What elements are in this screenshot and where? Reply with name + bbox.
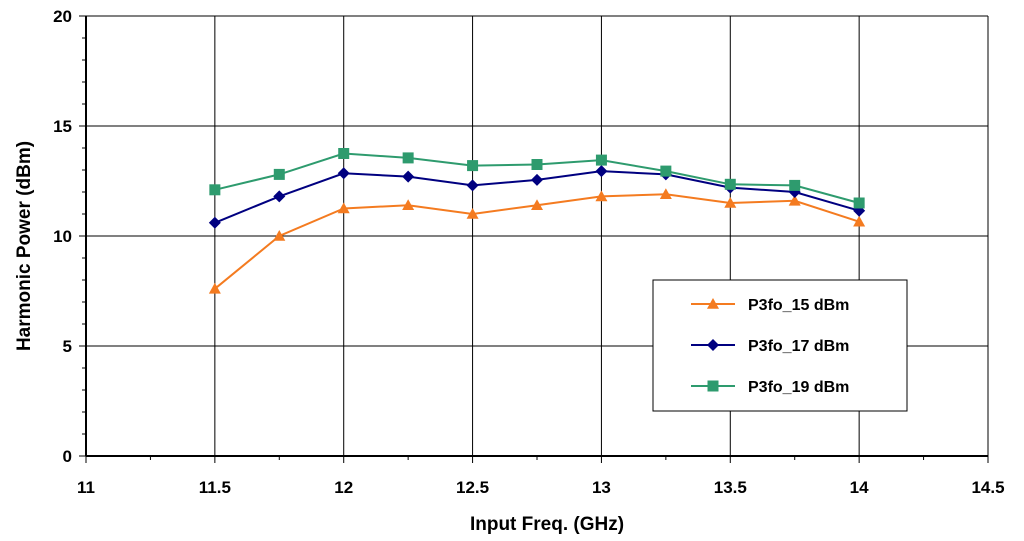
x-tick-label: 12 xyxy=(334,478,353,497)
triangle-marker xyxy=(531,199,543,210)
triangle-marker xyxy=(337,202,350,214)
triangle-marker xyxy=(707,298,719,309)
diamond-marker xyxy=(466,179,479,192)
x-tick-label: 11 xyxy=(77,478,95,497)
x-tick-label: 12.5 xyxy=(456,478,489,497)
x-tick-label: 14.5 xyxy=(971,478,1004,497)
legend-label: P3fo_15 dBm xyxy=(748,297,849,314)
y-tick-label: 0 xyxy=(63,447,72,466)
x-tick-label: 13 xyxy=(592,478,611,497)
triangle-marker xyxy=(208,282,221,294)
square-marker xyxy=(595,154,607,166)
legend-item: P3fo_17 dBm xyxy=(691,338,849,355)
diamond-marker xyxy=(337,167,350,180)
legend-label: P3fo_19 dBm xyxy=(748,379,849,396)
square-marker xyxy=(402,152,414,164)
x-axis-title: Input Freq. (GHz) xyxy=(470,514,624,535)
square-marker xyxy=(273,168,285,180)
y-axis-title: Harmonic Power (dBm) xyxy=(14,141,35,351)
triangle-marker xyxy=(659,188,672,199)
diamond-marker xyxy=(208,216,221,229)
diamond-marker xyxy=(273,190,286,203)
legend-item: P3fo_19 dBm xyxy=(691,379,849,396)
series-3 xyxy=(209,148,865,209)
x-tick-label: 13.5 xyxy=(714,478,747,497)
y-tick-label: 5 xyxy=(63,337,72,356)
square-marker xyxy=(853,197,865,209)
legend-label: P3fo_17 dBm xyxy=(748,338,849,355)
triangle-marker xyxy=(466,208,479,219)
series-2 xyxy=(208,165,866,229)
triangle-marker xyxy=(595,190,608,202)
x-tick-labels: 11 11.5 12 12.5 13 13.5 14 14.5 xyxy=(77,478,1005,497)
triangle-marker xyxy=(273,230,286,241)
square-marker xyxy=(531,159,543,170)
diamond-marker xyxy=(595,165,608,178)
y-tick-label: 20 xyxy=(53,7,72,26)
legend-items: P3fo_15 dBm P3fo_17 dBm P3fo_19 dBm xyxy=(691,297,849,396)
series-1 xyxy=(208,188,866,294)
y-tick-label: 15 xyxy=(53,117,72,136)
series-group xyxy=(208,148,866,294)
square-marker xyxy=(467,160,479,172)
x-tick-label: 14 xyxy=(850,478,869,497)
legend: P3fo_15 dBm P3fo_17 dBm P3fo_19 dBm xyxy=(652,279,908,412)
square-marker xyxy=(338,148,350,159)
diamond-marker xyxy=(402,170,415,183)
diamond-marker xyxy=(707,339,719,351)
x-tick-label: 11.5 xyxy=(199,478,231,497)
axes xyxy=(79,15,989,463)
triangle-marker xyxy=(402,199,415,210)
square-marker xyxy=(724,178,736,190)
y-tick-labels: 0 5 10 15 20 xyxy=(53,7,72,466)
triangle-marker xyxy=(853,215,866,227)
square-marker xyxy=(660,165,672,177)
triangle-marker xyxy=(788,194,801,206)
legend-item: P3fo_15 dBm xyxy=(691,297,849,314)
square-marker xyxy=(209,184,221,196)
square-marker xyxy=(707,380,719,392)
y-tick-label: 10 xyxy=(53,227,72,246)
diamond-marker xyxy=(531,173,543,186)
square-marker xyxy=(789,179,801,191)
triangle-marker xyxy=(724,197,737,208)
